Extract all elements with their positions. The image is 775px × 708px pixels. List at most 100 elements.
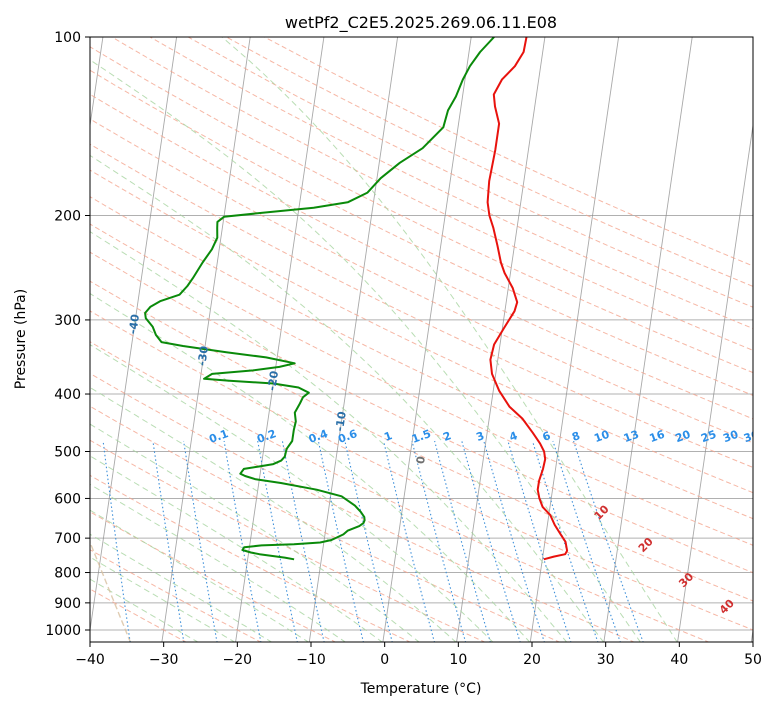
dewpoint-profile bbox=[144, 37, 495, 561]
moist-adiabat bbox=[90, 455, 383, 642]
mixing-ratio-label: 16 bbox=[648, 428, 667, 446]
y-tick-label: 500 bbox=[54, 444, 81, 460]
x-tick-label: 0 bbox=[380, 652, 389, 668]
moist-adiabat bbox=[90, 154, 604, 642]
dry-adiabat bbox=[90, 549, 262, 642]
isotherm-line bbox=[161, 37, 251, 642]
frost-point-curves bbox=[90, 540, 132, 642]
isotherm-label: -20 bbox=[265, 370, 281, 392]
moist-adiabat-lines bbox=[90, 37, 678, 642]
mixing-ratio-line bbox=[223, 440, 262, 642]
mixing-ratio-label: 8 bbox=[570, 429, 582, 444]
dry-adiabat bbox=[90, 251, 753, 574]
mixing-ratio-label: 4 bbox=[508, 429, 520, 444]
plot-area: -100-90-80-70-60-50-40-30-20-100 1020304… bbox=[90, 37, 761, 642]
moist-adiabat bbox=[90, 344, 494, 642]
mixing-ratio-label: 2 bbox=[441, 429, 453, 444]
mixing-ratio-line bbox=[317, 440, 364, 642]
mixing-ratio-label: 30 bbox=[721, 428, 740, 446]
y-tick-label: 400 bbox=[54, 387, 81, 403]
x-axis-label: Temperature (°C) bbox=[360, 681, 482, 697]
mixing-ratio-line bbox=[257, 440, 298, 642]
y-tick-label: 800 bbox=[54, 566, 81, 582]
moist-adiabat bbox=[90, 578, 199, 642]
x-tick-label: 20 bbox=[523, 652, 541, 668]
pressure-gridlines bbox=[90, 37, 753, 631]
isotherm-line bbox=[529, 37, 620, 642]
moist-adiabat bbox=[90, 386, 457, 642]
mixing-ratio-line bbox=[281, 440, 325, 642]
dry-adiabat bbox=[90, 341, 710, 642]
isotherm-labels: -100-90-80-70-60-50-40-30-20-100 bbox=[126, 313, 428, 465]
isotherm-label: -40 bbox=[126, 313, 142, 335]
dry-adiabat bbox=[90, 169, 753, 494]
x-tick-label: 10 bbox=[449, 652, 467, 668]
isotherm-line bbox=[603, 37, 693, 642]
mixing-ratio-line bbox=[102, 440, 131, 642]
mixing-ratio-line bbox=[383, 440, 436, 642]
mixing-ratio-lines bbox=[102, 440, 644, 642]
x-tick-label: 30 bbox=[597, 652, 615, 668]
dry-adiabat bbox=[90, 118, 753, 444]
mixing-ratio-line bbox=[344, 440, 393, 642]
mixing-ratio-line bbox=[152, 440, 185, 642]
dry-adiabat bbox=[90, 310, 753, 631]
isotherm-label: -10 bbox=[333, 410, 349, 432]
isotherm-line bbox=[456, 37, 546, 642]
x-tick-label: −30 bbox=[149, 652, 179, 668]
mixing-ratio-label: 1.5 bbox=[410, 427, 433, 446]
mixing-ratio-line bbox=[573, 440, 644, 642]
y-axis: 100 200 300 400 500 600 700 800 900 1000 bbox=[45, 30, 90, 639]
y-tick-label: 100 bbox=[54, 30, 81, 46]
y-tick-label: 1000 bbox=[45, 623, 81, 639]
moist-adiabat bbox=[221, 37, 678, 642]
dry-adiabat bbox=[90, 69, 753, 396]
dry-adiabat bbox=[226, 37, 753, 287]
dry-adiabat bbox=[90, 439, 486, 642]
zero-isotherm-label: 0 bbox=[414, 455, 428, 465]
mixing-ratio-label: 0.4 bbox=[307, 427, 330, 446]
isotherm-line bbox=[382, 37, 472, 642]
mixing-ratio-label: 36 bbox=[742, 428, 761, 446]
mixing-ratio-label: 0.2 bbox=[255, 427, 278, 446]
mixing-ratio-label: 20 bbox=[673, 428, 692, 446]
mixing-ratio-line bbox=[411, 440, 467, 642]
isotherm-line bbox=[90, 37, 178, 634]
mixing-ratio-label: 3 bbox=[474, 429, 486, 444]
isotherm-lines bbox=[90, 37, 753, 642]
mixing-ratio-label: 6 bbox=[541, 429, 553, 444]
mixing-ratio-line bbox=[461, 440, 521, 642]
moist-adiabat bbox=[90, 231, 568, 642]
dry-adiabat bbox=[90, 93, 753, 420]
isotherm-label: -30 bbox=[195, 345, 211, 367]
y-tick-label: 900 bbox=[54, 596, 81, 612]
mixing-ratio-label: 25 bbox=[699, 428, 718, 445]
x-axis: −40 −30 −20 −10 0 10 20 30 40 50 bbox=[75, 642, 762, 668]
isotherm-line bbox=[677, 122, 753, 642]
temperature-profile bbox=[486, 37, 569, 561]
chart-title: wetPf2_C2E5.2025.269.06.11.E08 bbox=[285, 13, 557, 33]
moist-adiabat bbox=[90, 59, 641, 642]
mixing-ratio-line bbox=[183, 440, 218, 642]
frost-curve bbox=[90, 540, 132, 642]
isotherm-line bbox=[235, 37, 325, 642]
x-tick-label: 40 bbox=[670, 652, 688, 668]
y-tick-label: 700 bbox=[54, 531, 81, 547]
moist-adiabat bbox=[90, 292, 531, 642]
mixing-ratio-line bbox=[434, 440, 491, 642]
y-tick-label: 300 bbox=[54, 313, 81, 329]
x-tick-label: −10 bbox=[296, 652, 326, 668]
mixing-ratio-label: 13 bbox=[622, 428, 641, 445]
mixing-ratio-label: 0.6 bbox=[336, 427, 359, 446]
plot-frame bbox=[89, 36, 754, 643]
dry-adiabat bbox=[90, 196, 753, 520]
y-axis-label: Pressure (hPa) bbox=[13, 289, 29, 389]
y-tick-label: 600 bbox=[54, 491, 81, 507]
mixing-ratio-label: 0.1 bbox=[207, 427, 230, 446]
x-tick-label: −40 bbox=[75, 652, 105, 668]
mixing-ratio-label: 10 bbox=[592, 428, 611, 446]
x-tick-label: 50 bbox=[744, 652, 762, 668]
moist-adiabat bbox=[90, 423, 420, 642]
dry-adiabat bbox=[90, 143, 753, 468]
